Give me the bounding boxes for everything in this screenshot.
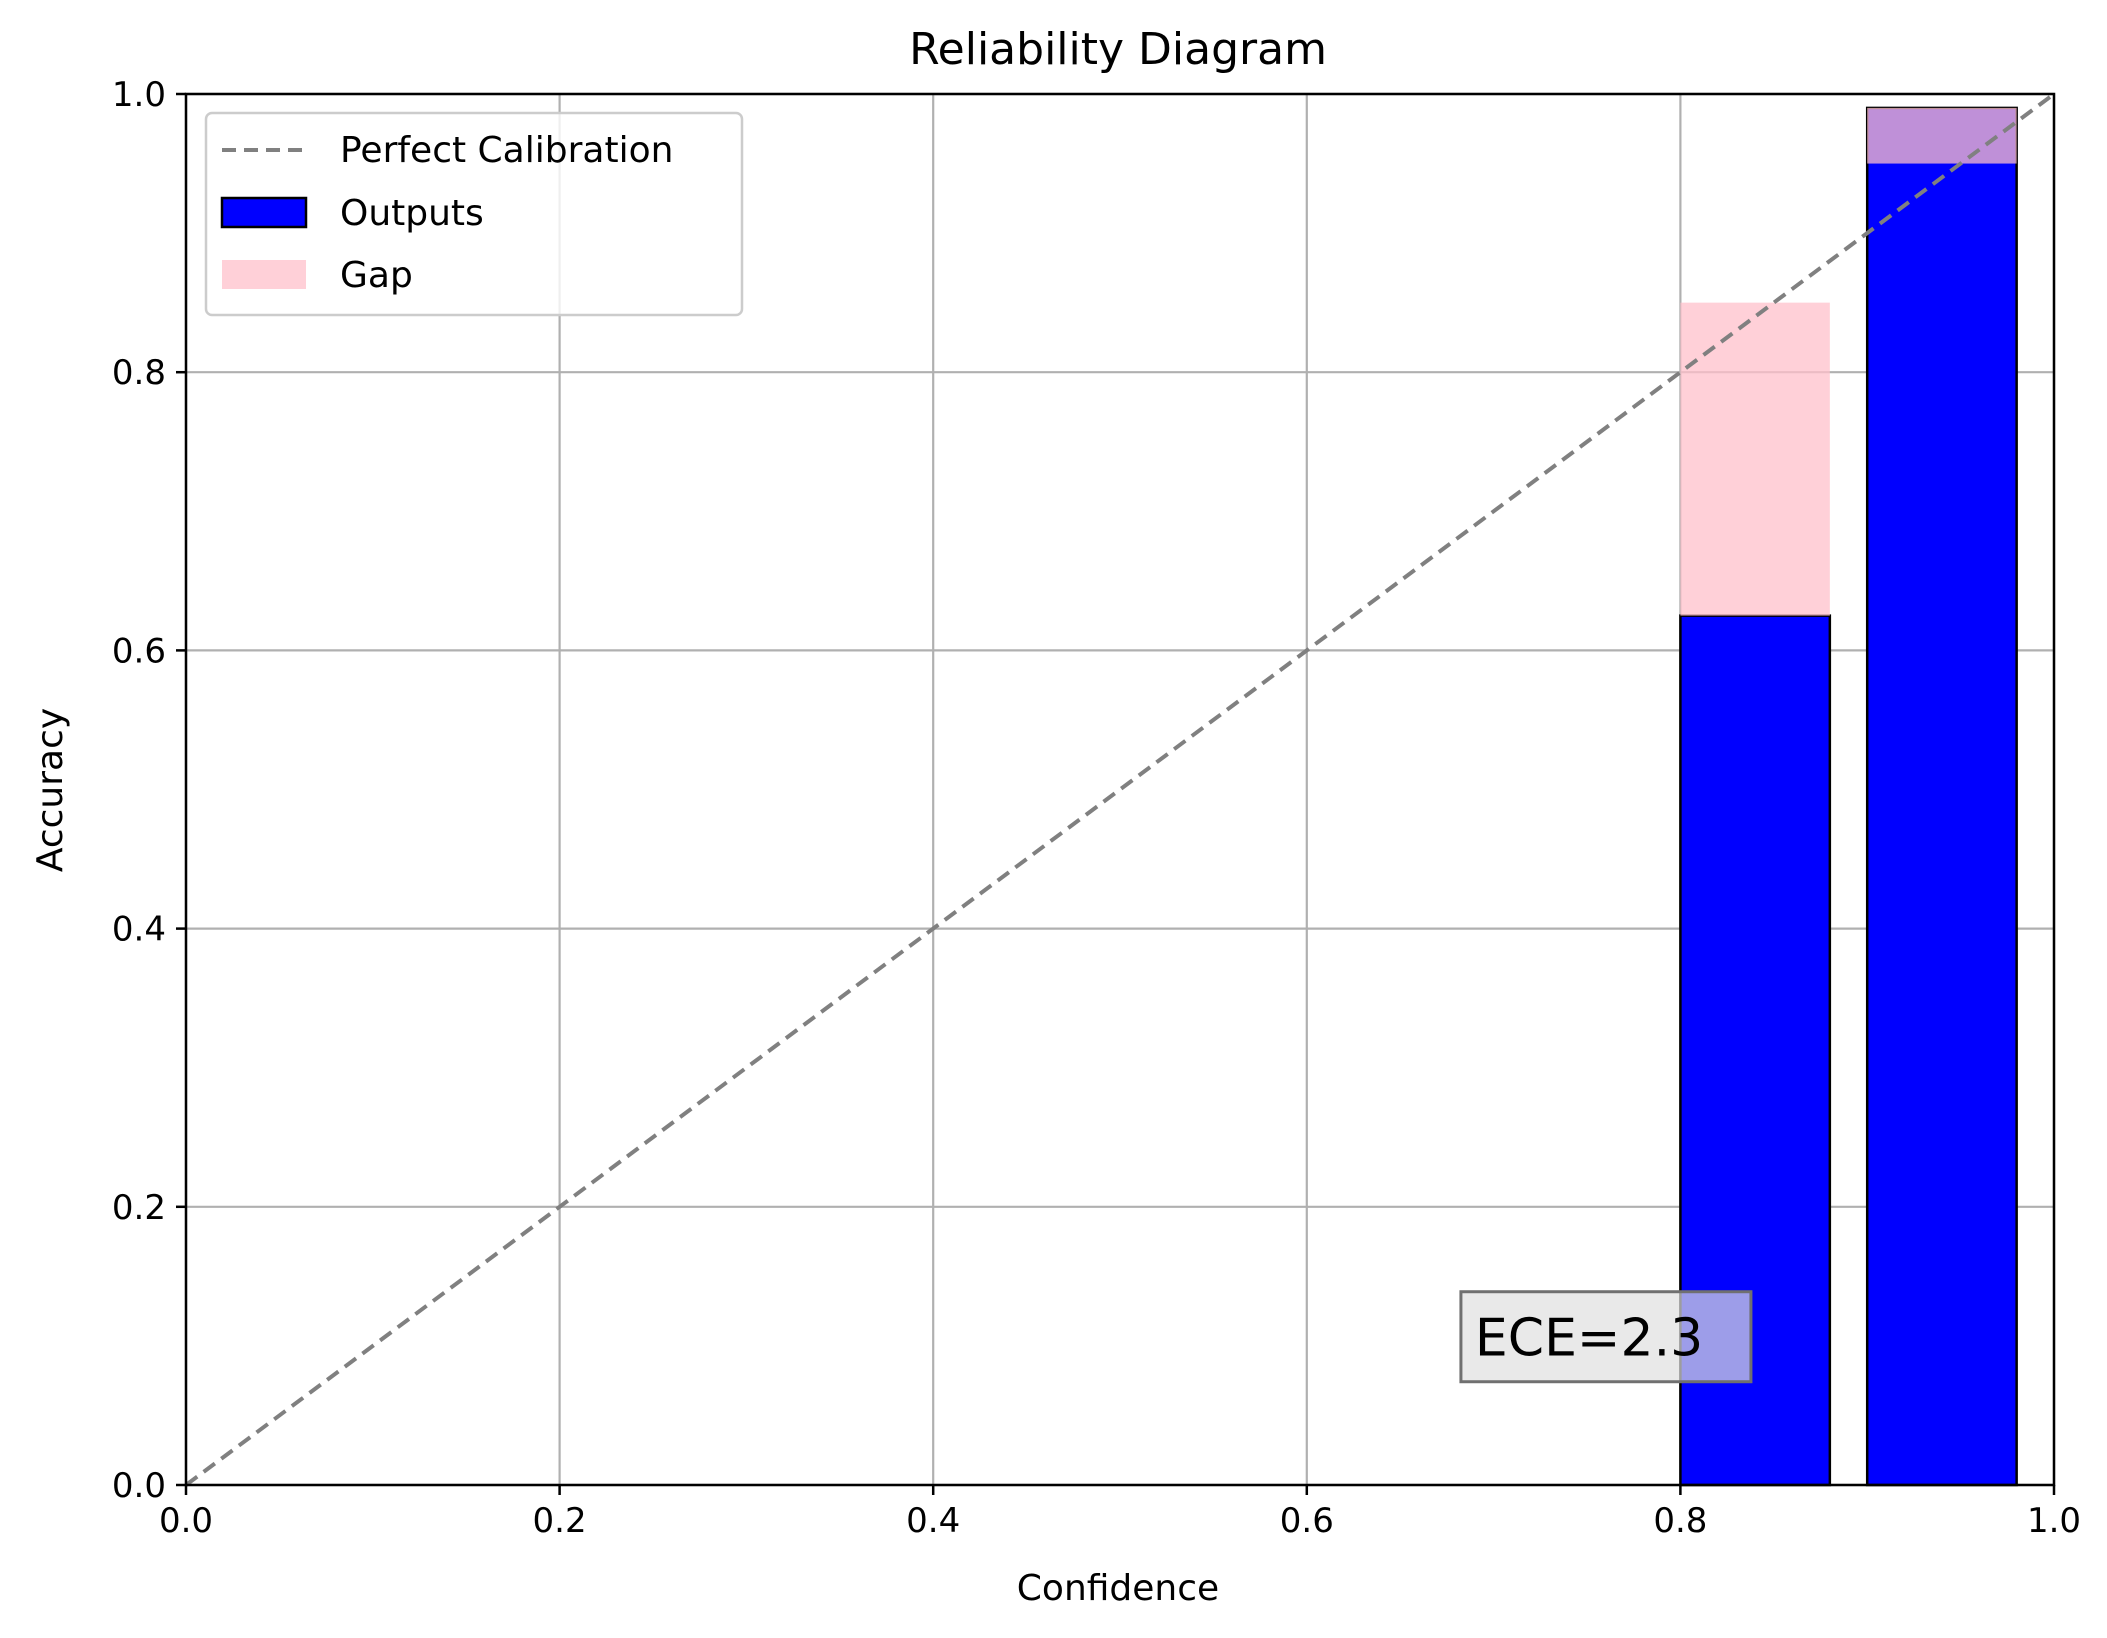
y-tick-label: 0.2 (112, 1188, 166, 1228)
legend-outputs-label: Outputs (340, 193, 484, 234)
plot-area: 0.0 0.2 0.4 0.6 0.8 1.0 0.0 0.2 0.4 0.6 0.8 1.0 ECE=… (112, 75, 2081, 1541)
y-tick-label: 0.0 (112, 1466, 166, 1506)
x-axis-title: Confidence (1017, 1568, 1219, 1609)
x-tick-label: 0.8 (1653, 1501, 1707, 1541)
gap-bar (1867, 107, 2017, 164)
chart-title: Reliability Diagram (909, 24, 1327, 75)
ece-annotation: ECE=2.3 (1459, 1290, 1753, 1384)
x-tick-label: 0.6 (1280, 1501, 1334, 1541)
legend-gap-swatch (222, 260, 306, 289)
x-tick-label: 0.2 (533, 1501, 587, 1541)
axes-frame (184, 92, 2056, 1487)
y-tick-label: 0.6 (112, 631, 166, 671)
legend-perfect-label: Perfect Calibration (340, 130, 673, 171)
x-tick-label: 0.4 (906, 1501, 960, 1541)
perfect-calibration-line (184, 92, 2056, 1487)
legend-gap-label: Gap (340, 255, 413, 296)
y-tick-label: 0.4 (112, 910, 166, 950)
y-tick-label: 1.0 (112, 75, 166, 115)
ece-box (1459, 1290, 1753, 1384)
y-axis-title: Accuracy (30, 708, 71, 872)
ece-text: ECE=2.3 (1475, 1309, 1703, 1369)
gap-bar (1680, 302, 1830, 616)
legend-outputs-swatch (220, 196, 308, 229)
legend: Perfect Calibration Outputs Gap (204, 111, 744, 317)
x-tick-label: 0.0 (159, 1501, 213, 1541)
x-tick-label: 1.0 (2027, 1501, 2081, 1541)
y-tick-label: 0.8 (112, 353, 166, 393)
output-bar (1865, 106, 2018, 1487)
legend-box (204, 111, 744, 317)
